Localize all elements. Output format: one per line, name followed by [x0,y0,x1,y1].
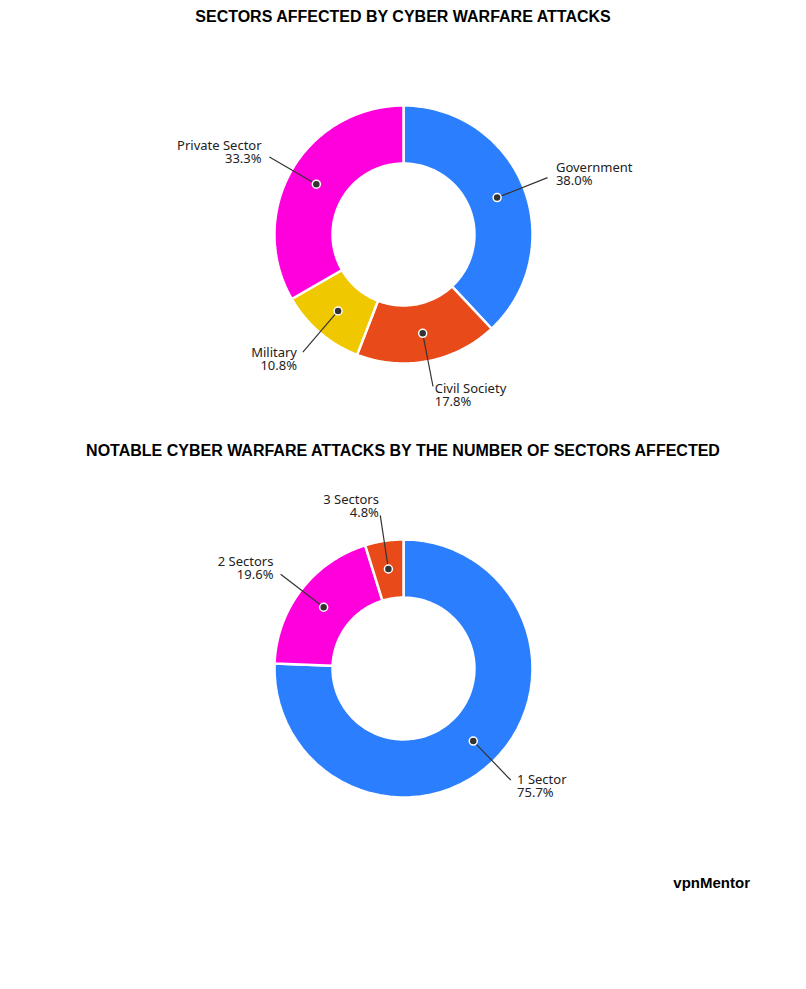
svg-text:Military10.8%: Military10.8% [251,343,297,374]
svg-text:Private Sector33.3%: Private Sector33.3% [177,136,262,167]
svg-text:Civil Society17.8%: Civil Society17.8% [435,379,507,410]
svg-text:Government38.0%: Government38.0% [556,158,633,189]
html-text:NOTABLE CYBER WARFARE ATTACKS: NOTABLE CYBER WARFARE ATTACKS BY THE NUM… [86,442,720,459]
svg-text:1 Sector75.7%: 1 Sector75.7% [517,770,567,801]
svg-text:3 Sectors4.8%: 3 Sectors4.8% [323,490,379,521]
svg-text:2 Sectors19.6%: 2 Sectors19.6% [218,552,274,583]
html-text:SECTORS AFFECTED BY CYBER WARF: SECTORS AFFECTED BY CYBER WARFARE ATTACK… [195,8,611,25]
html-text:vpnMentor: vpnMentor [673,874,750,891]
